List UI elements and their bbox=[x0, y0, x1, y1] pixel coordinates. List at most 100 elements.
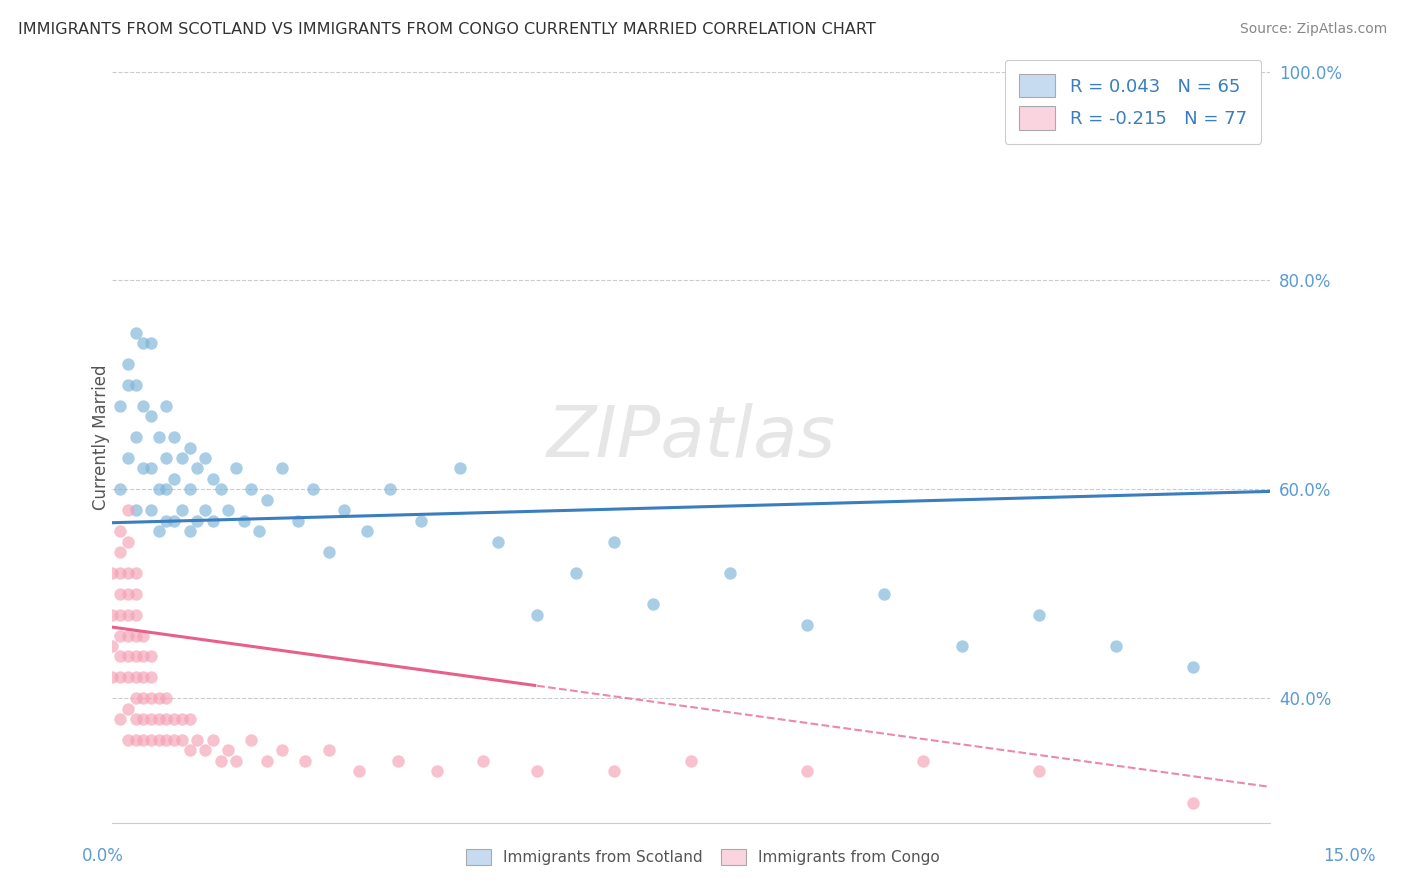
Point bbox=[232, 514, 254, 528]
Point bbox=[117, 670, 139, 684]
Point bbox=[139, 461, 162, 475]
Point bbox=[117, 450, 139, 465]
Point bbox=[526, 764, 548, 779]
Point bbox=[155, 450, 177, 465]
Text: 0.0%: 0.0% bbox=[82, 847, 124, 865]
Point bbox=[155, 399, 177, 413]
Point bbox=[256, 492, 278, 507]
Point bbox=[124, 566, 146, 580]
Point bbox=[117, 733, 139, 747]
Point bbox=[201, 472, 224, 486]
Point bbox=[179, 743, 201, 757]
Point bbox=[117, 357, 139, 371]
Point bbox=[333, 503, 356, 517]
Point bbox=[201, 733, 224, 747]
Point bbox=[179, 483, 201, 497]
Point bbox=[124, 649, 146, 664]
Point bbox=[271, 461, 294, 475]
Point bbox=[101, 566, 124, 580]
Point bbox=[148, 430, 170, 444]
Point bbox=[117, 566, 139, 580]
Point bbox=[194, 503, 217, 517]
Point bbox=[124, 430, 146, 444]
Point bbox=[108, 712, 131, 726]
Point bbox=[564, 566, 586, 580]
Point bbox=[117, 587, 139, 601]
Point bbox=[449, 461, 471, 475]
Point bbox=[132, 461, 155, 475]
Point bbox=[155, 691, 177, 706]
Point bbox=[287, 514, 309, 528]
Point bbox=[641, 597, 664, 611]
Y-axis label: Currently Married: Currently Married bbox=[93, 364, 110, 510]
Point bbox=[108, 566, 131, 580]
Point bbox=[139, 649, 162, 664]
Point bbox=[163, 733, 186, 747]
Point bbox=[132, 691, 155, 706]
Point bbox=[108, 587, 131, 601]
Point bbox=[247, 524, 270, 538]
Point bbox=[186, 514, 208, 528]
Point bbox=[873, 587, 896, 601]
Point bbox=[170, 503, 193, 517]
Point bbox=[411, 514, 433, 528]
Point bbox=[139, 336, 162, 351]
Point bbox=[124, 670, 146, 684]
Point bbox=[132, 733, 155, 747]
Point bbox=[603, 534, 626, 549]
Point bbox=[472, 754, 495, 768]
Point bbox=[132, 649, 155, 664]
Point bbox=[179, 712, 201, 726]
Point bbox=[217, 503, 239, 517]
Point bbox=[186, 461, 208, 475]
Point bbox=[271, 743, 294, 757]
Point bbox=[194, 450, 217, 465]
Point bbox=[108, 524, 131, 538]
Text: ZIPatlas: ZIPatlas bbox=[547, 402, 837, 472]
Point bbox=[426, 764, 449, 779]
Text: 15.0%: 15.0% bbox=[1323, 847, 1376, 865]
Point bbox=[117, 503, 139, 517]
Point bbox=[179, 441, 201, 455]
Point bbox=[256, 754, 278, 768]
Point bbox=[718, 566, 741, 580]
Point bbox=[108, 483, 131, 497]
Point bbox=[148, 733, 170, 747]
Point bbox=[132, 628, 155, 642]
Point bbox=[124, 607, 146, 622]
Point bbox=[294, 754, 316, 768]
Point bbox=[124, 326, 146, 340]
Point bbox=[132, 336, 155, 351]
Text: IMMIGRANTS FROM SCOTLAND VS IMMIGRANTS FROM CONGO CURRENTLY MARRIED CORRELATION : IMMIGRANTS FROM SCOTLAND VS IMMIGRANTS F… bbox=[18, 22, 876, 37]
Point bbox=[225, 461, 247, 475]
Point bbox=[681, 754, 703, 768]
Point bbox=[179, 524, 201, 538]
Point bbox=[139, 733, 162, 747]
Point bbox=[380, 483, 402, 497]
Point bbox=[1028, 764, 1050, 779]
Point bbox=[796, 764, 818, 779]
Point bbox=[1182, 660, 1205, 674]
Point bbox=[117, 701, 139, 715]
Point bbox=[1028, 607, 1050, 622]
Point bbox=[155, 733, 177, 747]
Point bbox=[139, 712, 162, 726]
Point bbox=[194, 743, 217, 757]
Point bbox=[117, 534, 139, 549]
Point bbox=[148, 691, 170, 706]
Point bbox=[163, 430, 186, 444]
Point bbox=[117, 377, 139, 392]
Point bbox=[124, 587, 146, 601]
Point bbox=[101, 670, 124, 684]
Point bbox=[349, 764, 371, 779]
Point bbox=[139, 691, 162, 706]
Point bbox=[387, 754, 409, 768]
Point bbox=[240, 733, 263, 747]
Point bbox=[912, 754, 935, 768]
Point bbox=[108, 399, 131, 413]
Point bbox=[1182, 796, 1205, 810]
Point bbox=[139, 503, 162, 517]
Point bbox=[108, 607, 131, 622]
Point bbox=[186, 733, 208, 747]
Point bbox=[1105, 639, 1128, 653]
